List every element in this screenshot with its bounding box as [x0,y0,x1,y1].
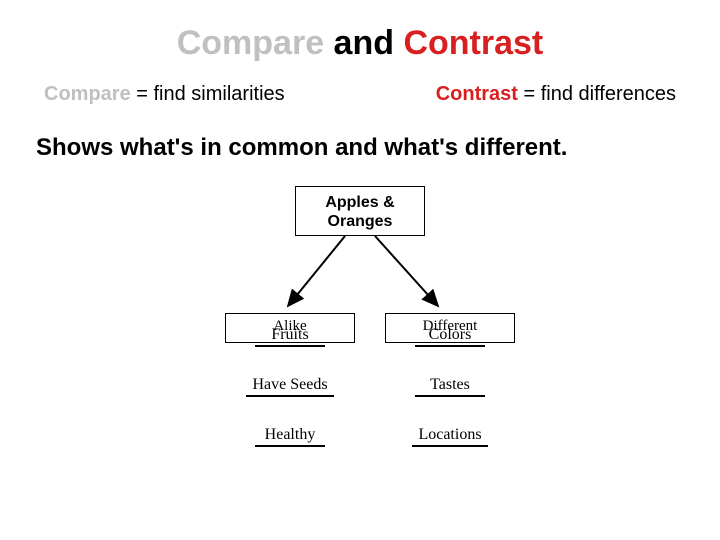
tree-root-label: Apples & Oranges [325,194,394,230]
different-item-2: Locations [385,426,515,447]
definition-contrast: Contrast = find differences [436,83,676,106]
def-contrast-term: Contrast [436,83,518,105]
different-item-0: Colors [385,326,515,347]
title-word-compare: Compare [177,24,324,62]
alike-item-2-text: Healthy [255,426,325,447]
def-contrast-rest: = find differences [518,83,676,105]
alike-item-2: Healthy [225,426,355,447]
tree-root-box: Apples & Oranges [295,186,425,236]
title-connector: and [324,24,403,62]
different-item-1-text: Tastes [415,376,485,397]
different-item-1: Tastes [385,376,515,397]
definition-compare: Compare = find similarities [44,83,285,106]
alike-item-1-text: Have Seeds [246,376,333,397]
definitions-row: Compare = find similarities Contrast = f… [0,63,720,106]
alike-item-1: Have Seeds [225,376,355,397]
page-title: Compare and Contrast [0,0,720,63]
alike-item-0: Fruits [225,326,355,347]
def-compare-rest: = find similarities [131,83,285,105]
different-item-0-text: Colors [415,326,485,347]
different-item-2-text: Locations [412,426,487,447]
summary-text: Shows what's in common and what's differ… [0,106,720,178]
alike-item-0-text: Fruits [255,326,325,347]
def-compare-term: Compare [44,83,131,105]
compare-contrast-tree: Apples & Oranges Alike Different Fruits … [160,178,560,488]
title-word-contrast: Contrast [403,24,543,62]
